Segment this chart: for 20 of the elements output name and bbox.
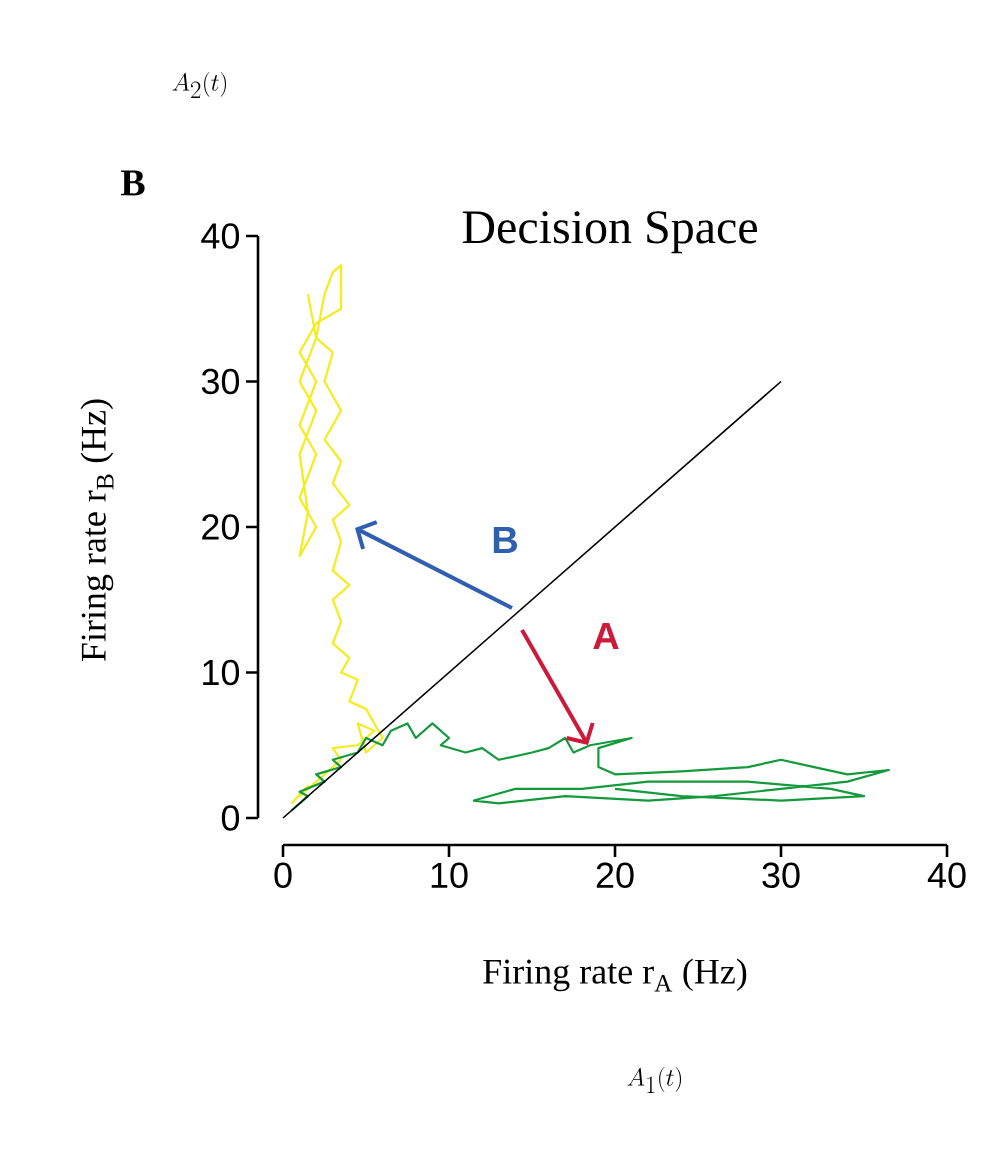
y-tick-label: 0 [221, 805, 240, 831]
x-tick-label: 20 [596, 862, 634, 889]
x-tick-label: 30 [762, 862, 800, 889]
y-tick-label: 20 [202, 514, 240, 540]
x-axis-title: Firing rate r$_{A}$ (Hz) [483, 958, 747, 992]
x-tick-label: 0 [274, 862, 292, 889]
annotation: B [493, 526, 518, 554]
annotation: A [593, 622, 619, 650]
x-tick-label: 40 [927, 862, 966, 889]
line-series [290, 722, 891, 812]
line-series [290, 263, 384, 805]
y-tick-label: 40 [201, 223, 240, 249]
x-tick-label: 10 [431, 862, 468, 889]
text: $A_2(t)$ [172, 71, 227, 99]
chart-title: Decision Space [462, 211, 757, 254]
y-tick-label: 30 [201, 368, 240, 395]
y-tick-label: 10 [203, 659, 240, 686]
text: $A_1(t)$ [627, 1066, 682, 1094]
text: B [120, 170, 145, 196]
y-axis-title: Firing rate r$_{B}$ (Hz) [80, 399, 114, 662]
